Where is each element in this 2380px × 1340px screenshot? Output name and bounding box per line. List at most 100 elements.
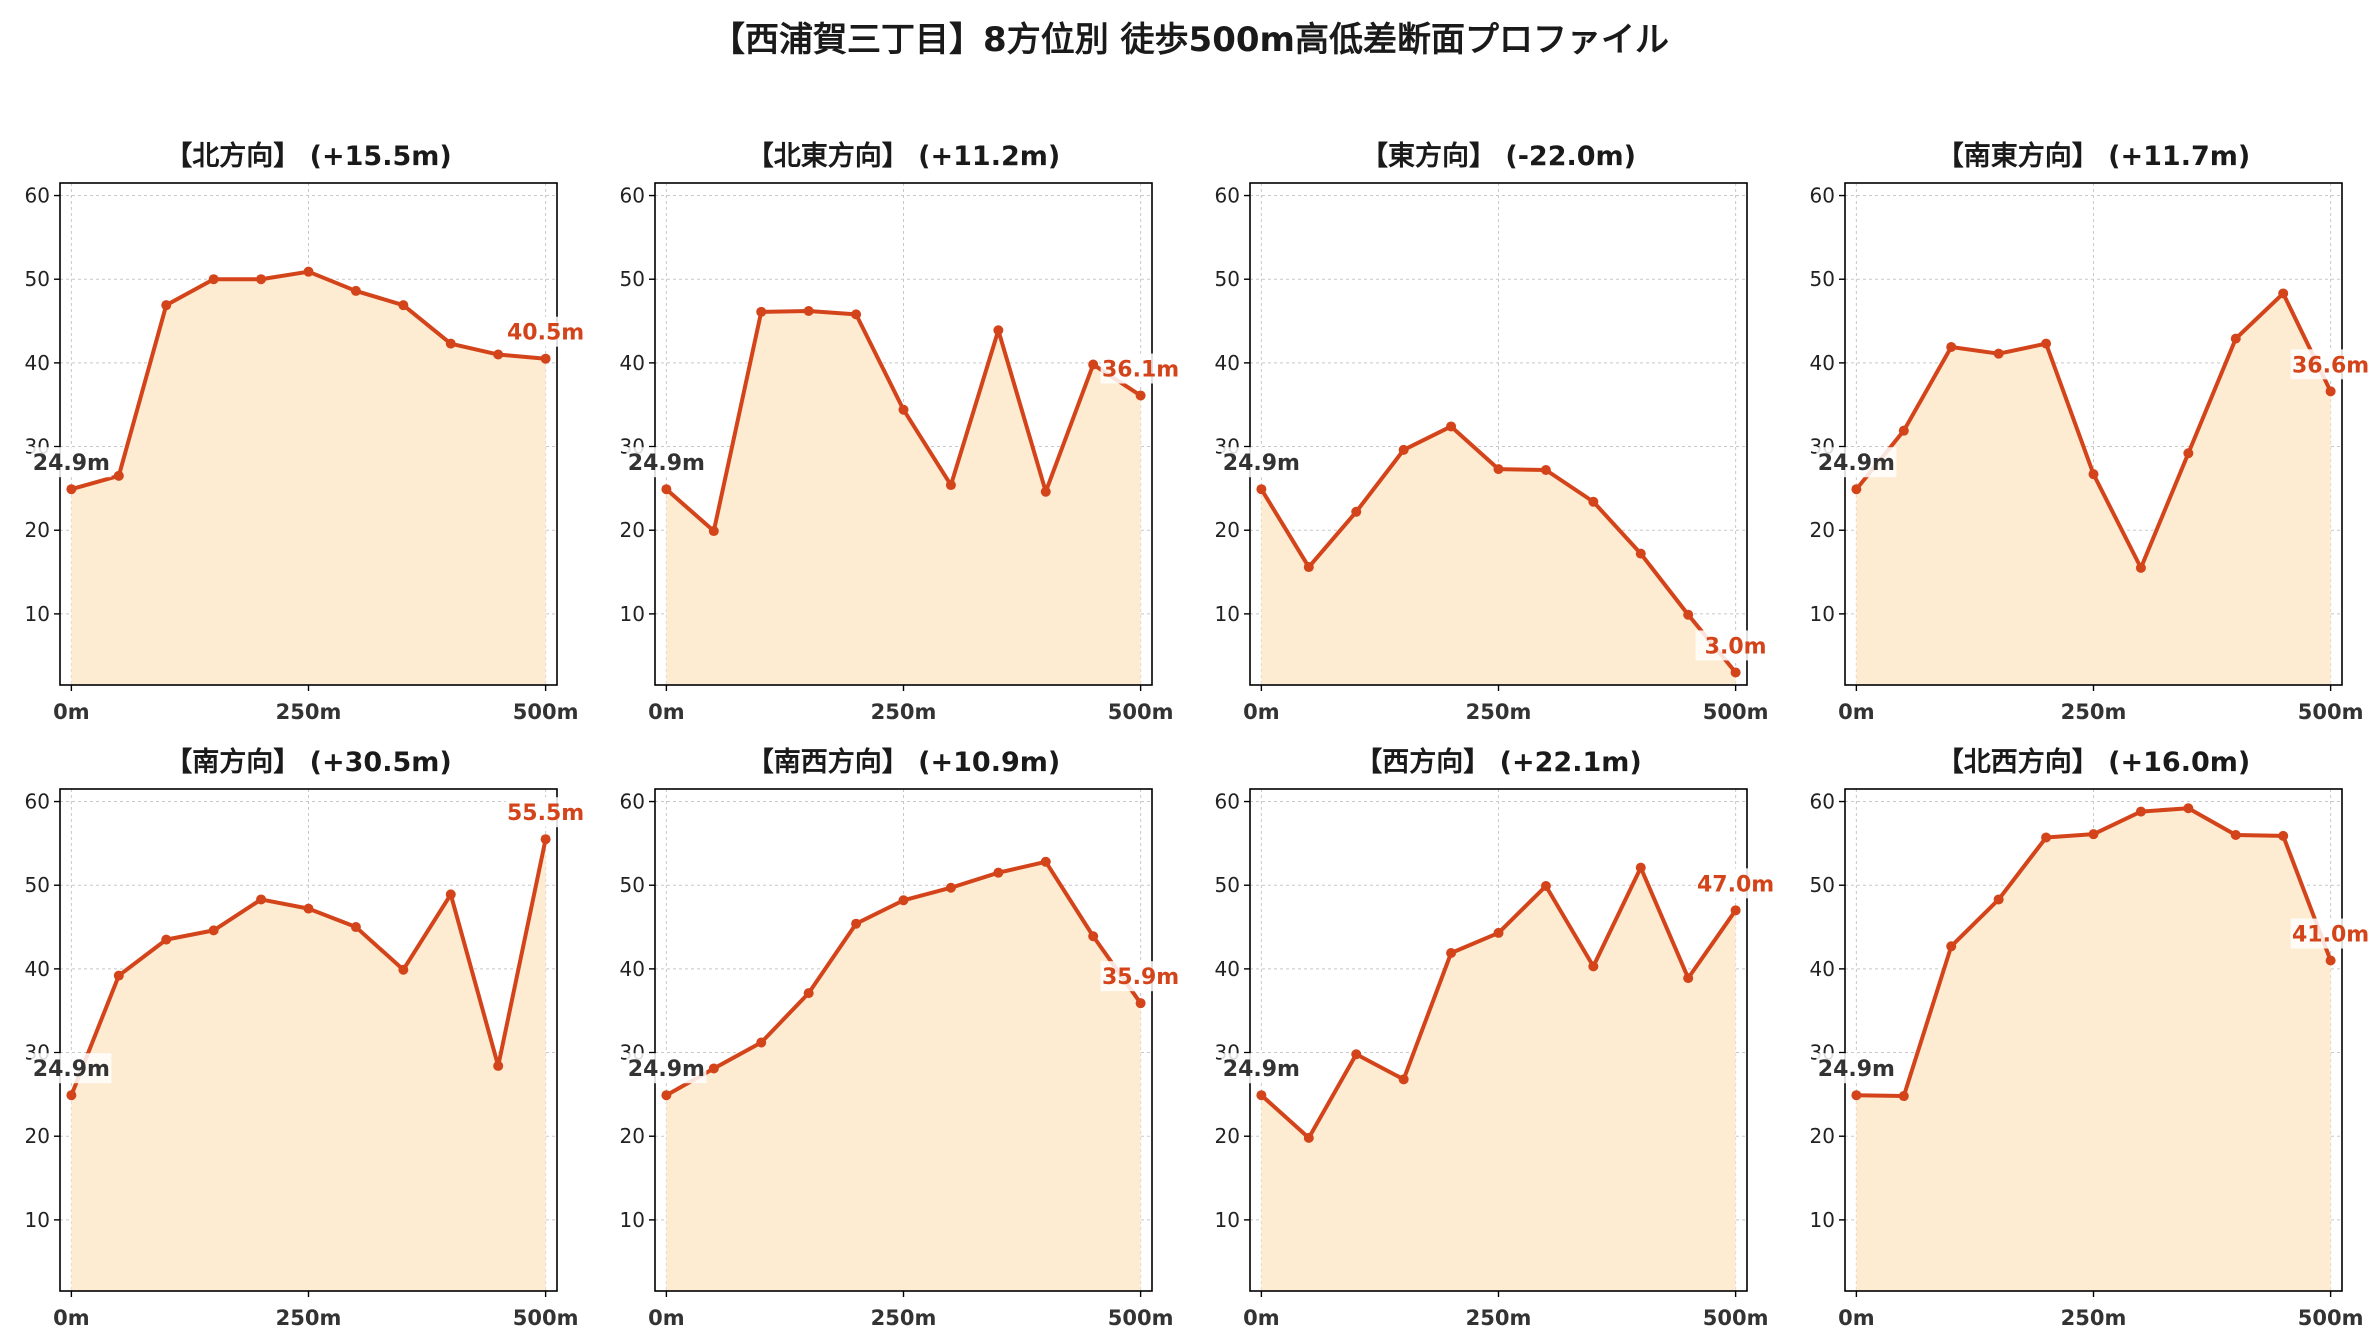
ytick-label: 60 xyxy=(1215,184,1240,208)
data-point xyxy=(303,903,314,914)
data-point xyxy=(1303,1132,1314,1143)
data-point xyxy=(2278,830,2289,841)
ytick-label: 50 xyxy=(1215,873,1240,897)
data-point xyxy=(350,922,361,933)
ytick-label: 20 xyxy=(25,518,50,542)
xtick-label: 250m xyxy=(276,1306,342,1330)
panel-title: 【北西方向】 (+16.0m) xyxy=(1937,746,2250,778)
data-point xyxy=(2183,448,2194,459)
data-point xyxy=(1351,1049,1362,1060)
elevation-area xyxy=(1856,293,2331,685)
ytick-label: 40 xyxy=(620,351,645,375)
data-point xyxy=(208,274,219,285)
data-point xyxy=(1135,390,1146,401)
xtick-label: 0m xyxy=(1243,700,1280,724)
ytick-label: 10 xyxy=(620,602,645,626)
ytick-label: 10 xyxy=(1810,602,1835,626)
ytick-label: 20 xyxy=(1215,1124,1240,1148)
data-point xyxy=(1588,961,1599,972)
data-point xyxy=(2230,830,2241,841)
data-point xyxy=(1540,464,1551,475)
end-label-box xyxy=(1100,353,1181,384)
data-point xyxy=(898,895,909,906)
xtick-label: 250m xyxy=(871,1306,937,1330)
data-point xyxy=(208,925,219,936)
xtick-label: 0m xyxy=(1838,1306,1875,1330)
data-point xyxy=(661,1090,672,1101)
data-point xyxy=(493,1060,504,1071)
data-point xyxy=(1493,927,1504,938)
panel-title: 【南方向】 (+30.5m) xyxy=(165,746,451,778)
start-label-box xyxy=(1221,447,1302,478)
elevation-area xyxy=(666,311,1141,685)
elevation-area xyxy=(71,839,546,1291)
start-elevation-label: 24.9m xyxy=(33,1057,110,1082)
start-elevation-label: 24.9m xyxy=(628,451,705,476)
ytick-label: 40 xyxy=(1810,351,1835,375)
data-point xyxy=(66,1090,77,1101)
data-point xyxy=(1446,421,1457,432)
end-elevation-label: 55.5m xyxy=(507,801,584,826)
start-label-box xyxy=(31,1053,112,1084)
data-point xyxy=(945,480,956,491)
data-point xyxy=(1588,496,1599,507)
xtick-label: 500m xyxy=(513,700,579,724)
data-point xyxy=(1398,444,1409,455)
data-point xyxy=(1040,486,1051,497)
ytick-label: 20 xyxy=(620,518,645,542)
data-point xyxy=(2088,829,2099,840)
data-point xyxy=(1851,1090,1862,1101)
data-point xyxy=(445,889,456,900)
data-point xyxy=(2041,338,2052,349)
data-point xyxy=(445,338,456,349)
data-point xyxy=(493,349,504,360)
start-elevation-label: 24.9m xyxy=(1818,1057,1895,1082)
ytick-label: 20 xyxy=(1810,518,1835,542)
data-point xyxy=(803,988,814,999)
data-point xyxy=(1946,341,1957,352)
start-label-box xyxy=(1816,447,1897,478)
end-elevation-label: 41.0m xyxy=(2292,923,2369,948)
ytick-label: 60 xyxy=(620,184,645,208)
data-point xyxy=(113,970,124,981)
ytick-label: 60 xyxy=(1810,184,1835,208)
data-point xyxy=(540,353,551,364)
data-point xyxy=(113,470,124,481)
ytick-label: 40 xyxy=(1810,957,1835,981)
ytick-label: 40 xyxy=(1215,351,1240,375)
data-point xyxy=(1351,506,1362,517)
data-point xyxy=(256,894,267,905)
start-label-box xyxy=(31,447,112,478)
ytick-label: 10 xyxy=(1810,1208,1835,1232)
ytick-label: 10 xyxy=(25,602,50,626)
ytick-label: 50 xyxy=(620,873,645,897)
data-point xyxy=(350,285,361,296)
data-point xyxy=(66,484,77,495)
data-point xyxy=(1540,881,1551,892)
ytick-label: 20 xyxy=(1810,1124,1835,1148)
data-point xyxy=(398,300,409,311)
data-point xyxy=(398,964,409,975)
xtick-label: 500m xyxy=(513,1306,579,1330)
xtick-label: 0m xyxy=(53,1306,90,1330)
elevation-area xyxy=(1261,426,1736,685)
start-label-box xyxy=(1221,1053,1302,1084)
elevation-area xyxy=(1261,867,1736,1291)
data-point xyxy=(303,266,314,277)
start-elevation-label: 24.9m xyxy=(628,1057,705,1082)
end-elevation-label: 36.6m xyxy=(2292,353,2369,378)
data-point xyxy=(1730,905,1741,916)
ytick-label: 60 xyxy=(1215,790,1240,814)
elevation-area xyxy=(71,271,546,685)
xtick-label: 0m xyxy=(53,700,90,724)
end-elevation-label: 36.1m xyxy=(1102,358,1179,383)
data-point xyxy=(851,309,862,320)
elevation-area xyxy=(666,861,1141,1291)
ytick-label: 10 xyxy=(620,1208,645,1232)
data-point xyxy=(1683,609,1694,620)
data-point xyxy=(756,306,767,317)
